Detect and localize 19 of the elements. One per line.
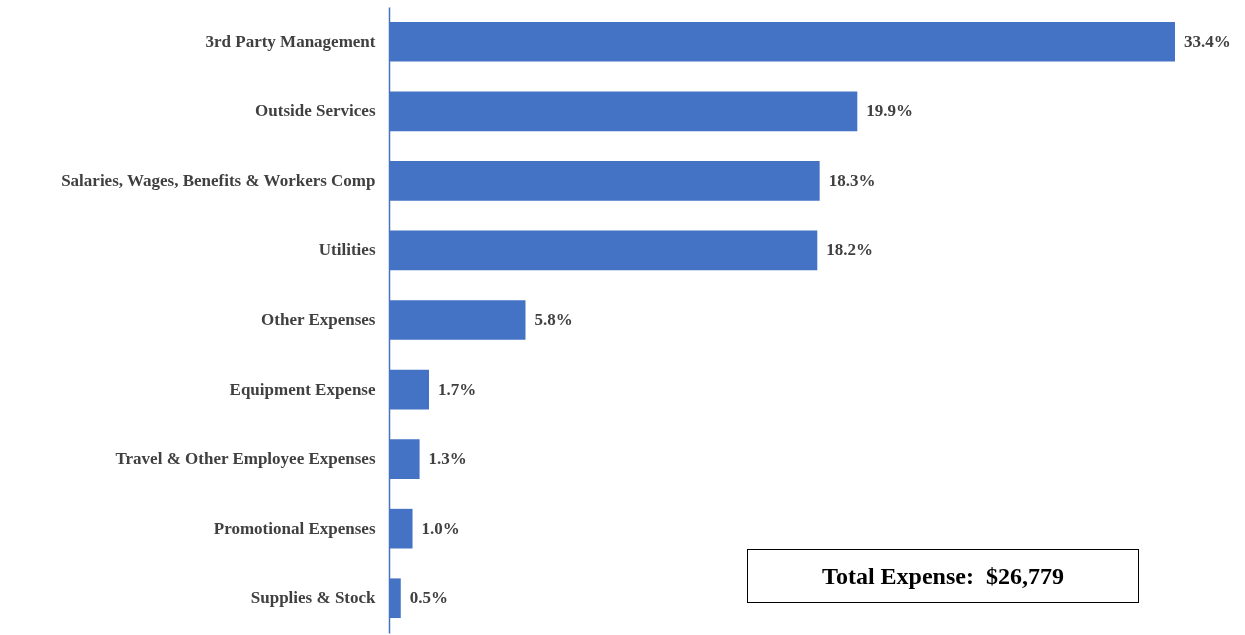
note-box: Total Expense: $26,779 <box>747 549 1139 603</box>
data-label: 18.3% <box>828 170 876 190</box>
y-tick-label: Utilities <box>318 240 376 260</box>
data-label: 5.8% <box>534 310 573 329</box>
data-label: 1.3% <box>428 449 467 469</box>
y-tick-label: Promotional Expenses <box>213 518 376 538</box>
y-tick-label: Supplies & Stock <box>250 588 377 608</box>
y-tick-label: Salaries, Wages, Benefits & Workers Comp <box>61 170 376 190</box>
y-tick-label: 3rd Party Management <box>205 31 376 51</box>
y-tick-label: Outside Services <box>255 101 376 121</box>
data-label: 0.5% <box>409 588 449 608</box>
data-label: 1.0% <box>421 518 460 538</box>
data-label: 1.7% <box>438 379 477 399</box>
y-tick-label: Equipment Expense <box>229 379 376 399</box>
data-label: 33.4% <box>1184 31 1231 51</box>
data-label: 18.2% <box>826 240 874 260</box>
y-tick-label: Travel & Other Employee Expenses <box>115 449 376 469</box>
data-label: 19.9% <box>866 101 914 121</box>
y-tick-label: Other Expenses <box>261 310 376 329</box>
